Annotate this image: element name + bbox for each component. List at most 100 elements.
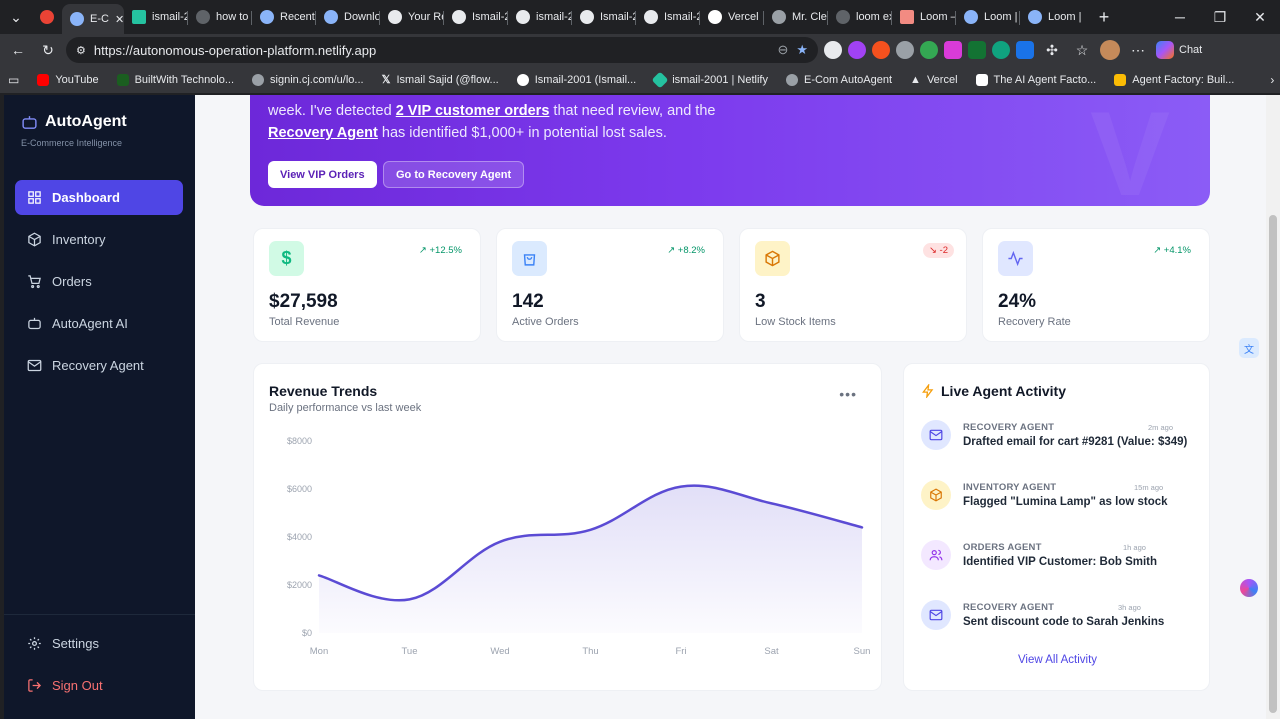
brand-subtitle: E-Commerce Intelligence: [21, 138, 123, 148]
loom-icon: [900, 10, 914, 24]
revenue-chart: $0 $2000 $4000 $6000 $8000 Mon Tue Wed Thu Fri Sat…: [287, 436, 871, 657]
sidebar: AutoAgent E-Commerce Intelligence Dashbo…: [4, 95, 195, 719]
recovery-agent-link[interactable]: Recovery Agent: [268, 125, 378, 141]
vercel-icon: [708, 10, 722, 24]
activity-agent: INVENTORY AGENT: [963, 482, 1057, 493]
bookmark-netlify[interactable]: ismail-2001 | Netlify: [651, 71, 768, 88]
tab-14[interactable]: Loom –: [892, 3, 956, 31]
close-window-icon[interactable]: ✕: [1254, 8, 1266, 25]
extension-icon[interactable]: [824, 41, 842, 59]
activity-item[interactable]: RECOVERY AGENT 3h ago Sent discount code…: [921, 598, 1201, 643]
tab-6[interactable]: Your Re: [380, 3, 444, 31]
reload-icon[interactable]: ↻: [42, 41, 54, 58]
bookmark-github[interactable]: Ismail-2001 (Ismail...: [516, 73, 636, 86]
activity-item[interactable]: ORDERS AGENT 1h ago Identified VIP Custo…: [921, 538, 1201, 583]
tab-search-icon[interactable]: ⌄: [10, 8, 22, 25]
x-tick-label: Fri: [675, 646, 686, 657]
menu-icon[interactable]: ⋯: [1131, 41, 1145, 58]
go-to-recovery-agent-button[interactable]: Go to Recovery Agent: [383, 161, 525, 188]
box-icon: [921, 480, 951, 510]
bookmark-agent-factory[interactable]: The AI Agent Facto...: [975, 73, 1096, 86]
tab-9[interactable]: Ismail-2: [572, 3, 636, 31]
extension-icon[interactable]: [992, 41, 1010, 59]
bookmark-star-icon[interactable]: ★: [796, 42, 808, 57]
vercel-icon: ▲: [910, 73, 921, 86]
sidebar-item-dashboard[interactable]: Dashboard: [15, 180, 183, 215]
sidebar-item-autoagent-ai[interactable]: AutoAgent AI: [15, 306, 183, 341]
tab-8[interactable]: ismail-2: [508, 3, 572, 31]
activity-time: 1h ago: [1123, 543, 1146, 552]
tab-10[interactable]: Ismail-2: [636, 3, 700, 31]
new-tab-icon[interactable]: +: [1098, 6, 1110, 27]
activity-item[interactable]: RECOVERY AGENT 2m ago Drafted email for …: [921, 418, 1201, 463]
scrollbar-thumb[interactable]: [1269, 215, 1277, 713]
extension-icon[interactable]: [848, 41, 866, 59]
bookmark-youtube[interactable]: YouTube: [37, 73, 99, 86]
minimize-icon[interactable]: ─: [1175, 9, 1185, 25]
bookmark-agent-factory-build[interactable]: Agent Factory: Buil...: [1114, 73, 1234, 86]
assistant-icon[interactable]: [1240, 579, 1258, 597]
activity-time: 2m ago: [1148, 423, 1174, 432]
sidebar-item-settings[interactable]: Settings: [15, 626, 184, 661]
view-vip-orders-button[interactable]: View VIP Orders: [268, 161, 377, 188]
ai-insight-banner: V week. I've detected 2 VIP customer ord…: [250, 95, 1210, 206]
users-icon: [921, 540, 951, 570]
close-tab-icon[interactable]: ✕: [114, 13, 124, 26]
tab-2[interactable]: ismail-2: [124, 3, 188, 31]
site-info-icon[interactable]: ⚙: [76, 44, 86, 57]
sidebar-item-inventory[interactable]: Inventory: [15, 222, 183, 257]
x-tick-label: Sun: [854, 646, 871, 657]
bot-icon: [22, 115, 37, 129]
tab-5[interactable]: Downlo: [316, 3, 380, 31]
tab-7[interactable]: Ismail-2: [444, 3, 508, 31]
puzzle-icon[interactable]: ✣: [1046, 41, 1058, 58]
tab-16[interactable]: Loom | I: [1020, 3, 1084, 31]
stat-value: 3: [755, 291, 766, 312]
copilot-chat-button[interactable]: Chat: [1156, 41, 1202, 59]
address-bar[interactable]: ⚙ https://autonomous-operation-platform.…: [66, 37, 818, 63]
extension-icon[interactable]: [968, 41, 986, 59]
extension-icon[interactable]: [920, 41, 938, 59]
box-icon: [28, 232, 41, 247]
arrow-up-right-icon: ↗: [418, 245, 427, 256]
app-icon: [324, 10, 338, 24]
tab-15[interactable]: Loom | I: [956, 3, 1020, 31]
back-icon[interactable]: ←: [11, 42, 25, 58]
bookmark-x[interactable]: 𝕏 Ismail Sajid (@flow...: [381, 73, 499, 87]
translate-icon[interactable]: 文: [1239, 338, 1259, 358]
zoom-icon[interactable]: ⊖: [777, 42, 789, 57]
tab-1[interactable]: E-C ✕: [62, 4, 124, 34]
bookmark-ecom[interactable]: E-Com AutoAgent: [785, 73, 892, 86]
tab-12[interactable]: Mr. Clea: [764, 3, 828, 31]
extension-icon[interactable]: [1016, 41, 1034, 59]
arrow-down-right-icon: ↘: [928, 245, 937, 256]
bookmark-builtwith[interactable]: BuiltWith Technolo...: [116, 73, 234, 86]
sign-out-button[interactable]: Sign Out: [15, 668, 184, 703]
avatar[interactable]: [1100, 40, 1120, 60]
vip-orders-link[interactable]: 2 VIP customer orders: [395, 103, 550, 119]
maximize-icon[interactable]: ❐: [1213, 8, 1227, 25]
extension-icon[interactable]: [944, 41, 962, 59]
tab-11[interactable]: Vercel: [700, 3, 764, 31]
activity-item[interactable]: INVENTORY AGENT 15m ago Flagged "Lumina …: [921, 478, 1201, 523]
reading-mode-icon[interactable]: ▭: [8, 72, 20, 87]
y-tick-label: $4000: [287, 532, 312, 542]
brand[interactable]: AutoAgent: [21, 113, 127, 131]
tab-0[interactable]: [32, 3, 62, 31]
tab-4[interactable]: Recent |: [252, 3, 316, 31]
bookmark-vercel[interactable]: ▲ Vercel: [910, 73, 958, 86]
extension-icon[interactable]: [896, 41, 914, 59]
tab-13[interactable]: loom ex: [828, 3, 892, 31]
more-options-icon[interactable]: •••: [839, 386, 857, 402]
favorites-icon[interactable]: ☆: [1075, 41, 1089, 58]
sidebar-item-orders[interactable]: Orders: [15, 264, 183, 299]
sidebar-footer: Settings Sign Out: [4, 614, 195, 719]
extension-icon[interactable]: [872, 41, 890, 59]
page-scrollbar[interactable]: [1266, 95, 1280, 719]
chevron-right-icon[interactable]: ›: [1270, 72, 1275, 87]
view-all-activity-link[interactable]: View All Activity: [1017, 654, 1098, 666]
tab-3[interactable]: how to c: [188, 3, 252, 31]
stat-label: Recovery Rate: [998, 316, 1071, 328]
sidebar-item-recovery-agent[interactable]: Recovery Agent: [15, 348, 183, 383]
bookmark-cj[interactable]: signin.cj.com/u/lo...: [252, 73, 364, 86]
